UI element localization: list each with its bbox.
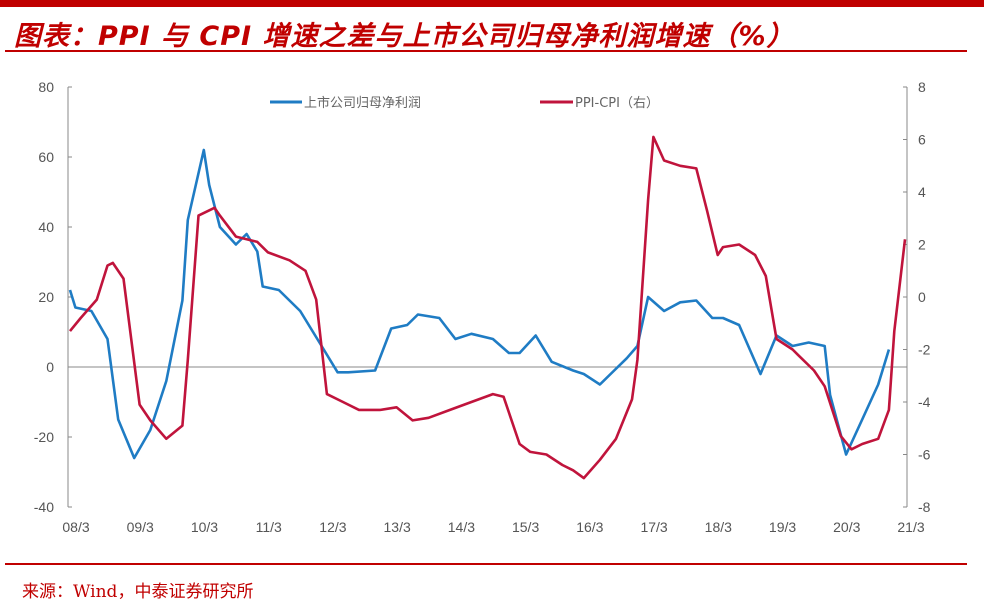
left-tick-label: 80 <box>38 79 54 95</box>
left-tick-label: -20 <box>34 429 54 445</box>
x-tick-label: 20/3 <box>833 519 860 535</box>
right-tick-label: 0 <box>918 289 926 305</box>
x-tick-label: 17/3 <box>640 519 667 535</box>
right-tick-label: -8 <box>918 499 931 515</box>
right-tick-label: 4 <box>918 184 926 200</box>
right-tick-label: 8 <box>918 79 926 95</box>
x-tick-label: 08/3 <box>62 519 89 535</box>
left-tick-label: -40 <box>34 499 54 515</box>
right-tick-label: 2 <box>918 237 926 253</box>
x-tick-label: 14/3 <box>448 519 475 535</box>
x-tick-label: 16/3 <box>576 519 603 535</box>
x-tick-label: 21/3 <box>897 519 924 535</box>
x-tick-label: 15/3 <box>512 519 539 535</box>
left-tick-label: 20 <box>38 289 54 305</box>
x-tick-label: 11/3 <box>256 519 282 535</box>
x-tick-label: 13/3 <box>384 519 411 535</box>
legend: 上市公司归母净利润 PPI-CPI（右） <box>270 95 659 111</box>
left-tick-label: 60 <box>38 149 54 165</box>
source-note: 来源：Wind，中泰证券研究所 <box>22 582 254 602</box>
series-line-ppi-cpi <box>68 135 907 480</box>
footer-divider <box>5 563 967 565</box>
chart-title: 图表：PPI 与 CPI 增速之差与上市公司归母净利润增速（%） <box>14 21 795 52</box>
x-tick-label: 09/3 <box>127 519 154 535</box>
right-tick-label: 6 <box>918 132 926 148</box>
right-tick-label: -4 <box>918 394 931 410</box>
legend-label-ppi-cpi: PPI-CPI（右） <box>575 96 659 111</box>
x-tick-label: 10/3 <box>191 519 218 535</box>
left-tick-label: 0 <box>46 359 54 375</box>
legend-label-profit: 上市公司归母净利润 <box>304 95 421 111</box>
right-tick-label: -2 <box>918 342 931 358</box>
title-divider <box>5 50 967 52</box>
x-tick-label: 12/3 <box>319 519 346 535</box>
top-accent-bar <box>0 0 984 7</box>
left-tick-label: 40 <box>38 219 54 235</box>
x-tick-label: 18/3 <box>705 519 732 535</box>
x-tick-label: 19/3 <box>769 519 796 535</box>
right-tick-label: -6 <box>918 447 931 463</box>
